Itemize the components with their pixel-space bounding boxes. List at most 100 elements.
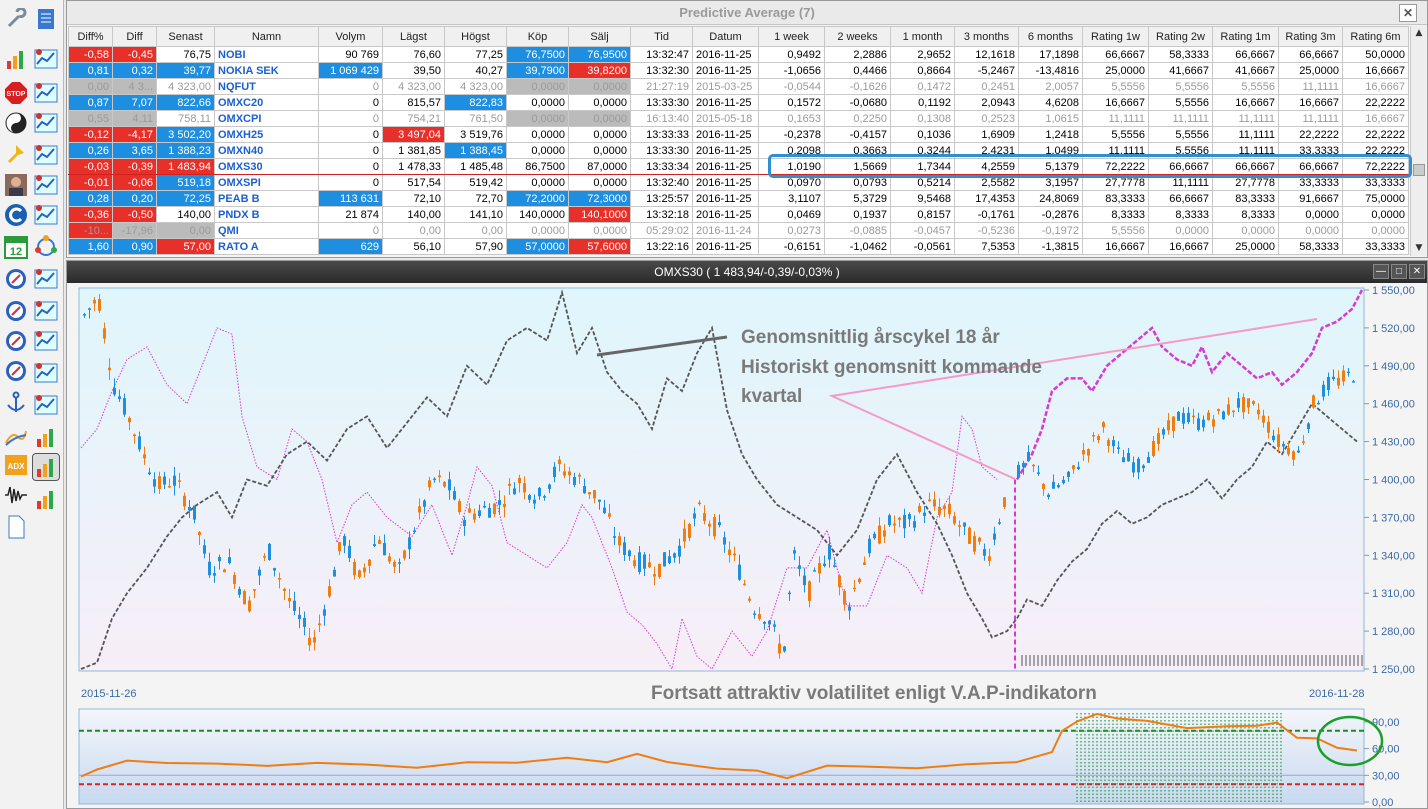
candle [378,540,381,544]
table-cell: 0,0000 [568,142,631,159]
candle [808,581,811,601]
candle [733,553,736,556]
chart-icon[interactable] [33,360,59,386]
chart-icon[interactable] [33,142,59,168]
vertical-scrollbar[interactable]: ▲ ▼ [1410,26,1426,256]
chart-icon[interactable] [33,80,59,106]
col-header[interactable]: 6 months [1018,26,1083,47]
price-chart[interactable]: 1 550,00 1 520,00 1 490,00 1 460,00 1 430,00… [67,283,1427,809]
chart-icon[interactable] [33,328,59,354]
candle [183,495,186,507]
pin-icon[interactable] [3,142,29,168]
candle [238,588,241,595]
chart-icon[interactable] [33,110,59,136]
chart-icon[interactable] [33,392,59,418]
bar-chart-icon[interactable] [32,453,60,481]
cycle-icon[interactable] [33,234,59,260]
candle [563,471,566,476]
table-cell: 0 [318,78,383,95]
col-header[interactable]: Rating 1m [1212,26,1279,47]
table-row[interactable]: 0,81 0,32 39,77 NOKIA SEK 1 069 429 39,50 40,2… [68,62,1409,79]
edge-icon[interactable] [3,202,29,228]
scroll-thumb[interactable] [1413,164,1425,176]
compass-icon[interactable] [3,266,29,292]
calendar-icon[interactable]: 12 [3,234,29,260]
table-row[interactable]: -0,58 -0,45 76,75 NOBI 90 769 76,60 77,25 76,75… [68,46,1409,63]
col-header[interactable]: 1 month [890,26,955,47]
table-cell: 5,5556 [1082,78,1149,95]
table-row[interactable]: 0,28 0,20 72,25 PEAB B 113 631 72,10 72,70 72,2… [68,190,1409,207]
compass-icon[interactable] [3,358,29,384]
candle [553,466,556,477]
candle [758,614,761,619]
col-header[interactable]: Tid [630,26,693,47]
adx-icon[interactable]: ADX [3,452,29,478]
chart-icon[interactable] [33,202,59,228]
candle [243,591,246,605]
table-row[interactable]: -0,36 -0,50 140,00 PNDX B 21 874 140,00 141,10… [68,206,1409,223]
minimize-icon[interactable]: — [1373,264,1389,279]
line-chart-icon[interactable] [33,46,59,72]
table-cell: 2016-11-24 [692,222,759,239]
person-icon[interactable] [3,172,29,198]
table-row[interactable]: -0,03 -0,39 1 483,94 OMXS30 0 1 478,33 1 485,4… [68,158,1409,175]
table-row[interactable]: 0,55 4,11 758,11 OMXCPI 0 754,21 761,50 0,0000 0… [68,110,1409,127]
col-header[interactable]: 1 week [758,26,825,47]
table-cell: 66,6667 [1148,158,1213,175]
scroll-up-icon[interactable]: ▲ [1415,28,1423,38]
col-header[interactable]: Rating 2w [1148,26,1213,47]
table-cell: OMXCPI [214,110,319,127]
table-cell: 1,5669 [824,158,891,175]
table-cell: 519,18 [156,174,215,191]
col-header[interactable]: Rating 1w [1082,26,1149,47]
candle [1077,466,1080,470]
wrench-icon[interactable] [3,6,29,32]
table-row[interactable]: -10... -17,96 0,00 QMI 0 0,00 0,00 0,0000 0,0000… [68,222,1409,239]
close-icon[interactable]: ✕ [1409,264,1425,279]
table-row[interactable]: 1,60 0,90 57,00 RATO A 629 56,10 57,90 57,0000 5… [68,238,1409,255]
table-cell: 0,2451 [954,78,1019,95]
wave-icon[interactable] [3,482,29,508]
compass-icon[interactable] [3,328,29,354]
compass-icon[interactable] [3,298,29,324]
close-button[interactable]: ✕ [1399,4,1417,22]
col-header[interactable]: Högst [444,26,507,47]
table-row[interactable]: 0,87 7,07 822,66 OMXC20 0 815,57 822,83 0,0000 0… [68,94,1409,111]
anchor-icon[interactable] [3,390,29,416]
table-cell: 13:32:30 [630,62,693,79]
table-row[interactable]: 0,00 4 3... 4 323,00 NQFUT 0 4 323,00 4 323,00… [68,78,1409,95]
col-header[interactable]: Diff% [68,26,113,47]
yin-yang-icon[interactable] [3,110,29,136]
chart-icon[interactable] [33,298,59,324]
page-icon[interactable] [3,514,29,540]
col-header[interactable]: Diff [112,26,157,47]
col-header[interactable]: Sälj [568,26,631,47]
col-header[interactable]: 2 weeks [824,26,891,47]
maximize-icon[interactable]: □ [1391,264,1407,279]
col-header[interactable]: Köp [506,26,569,47]
bar-chart-icon[interactable] [3,46,29,72]
bar-chart-icon[interactable] [33,424,59,450]
col-header[interactable]: Namn [214,26,319,47]
stop-icon[interactable]: STOP [3,80,29,106]
table-row[interactable]: -0,12 -4,17 3 502,20 OMXH25 0 3 497,04 3 519,7… [68,126,1409,143]
col-header[interactable]: Datum [692,26,759,47]
col-header[interactable]: Lägst [382,26,445,47]
scroll-down-icon[interactable]: ▼ [1415,243,1423,253]
col-header[interactable]: Rating 3m [1278,26,1343,47]
col-header[interactable]: Rating 6m [1342,26,1409,47]
col-header[interactable]: Volym [318,26,383,47]
chart-icon[interactable] [33,172,59,198]
candle [488,507,491,518]
table-row[interactable]: -0,01 -0,06 519,18 OMXSPI 0 517,54 519,42 0,000… [68,174,1409,191]
col-header[interactable]: 3 months [954,26,1019,47]
document-icon[interactable] [33,6,59,32]
y-tick-label: 1 400,00 [1372,475,1415,487]
ma-icon[interactable] [3,424,29,450]
col-header[interactable]: Senast [156,26,215,47]
chart-icon[interactable] [33,266,59,292]
candle [568,471,571,476]
candle [113,387,116,395]
bar-chart-icon[interactable] [33,486,59,512]
